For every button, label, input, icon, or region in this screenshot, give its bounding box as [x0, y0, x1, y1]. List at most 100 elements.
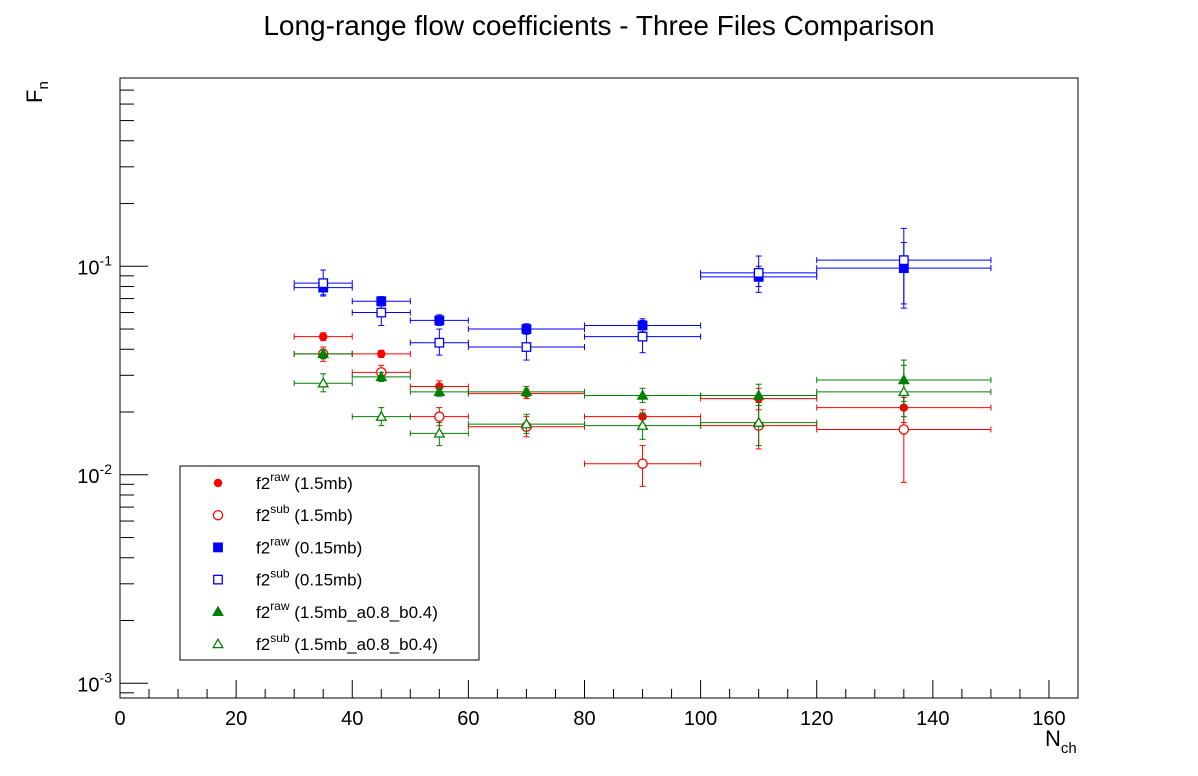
- data-marker: [434, 315, 445, 326]
- legend-label: f2raw (0.15mb): [256, 534, 362, 557]
- data-marker: [521, 324, 532, 334]
- data-point: [293, 269, 353, 297]
- x-axis: 0 20 40 60 80 100 120 140 160: [114, 680, 1079, 730]
- y-axis-label: Fn: [22, 81, 52, 103]
- legend-label-suffix: (0.15mb): [290, 538, 363, 557]
- legend-label-name: f2: [256, 506, 270, 525]
- data-point: [700, 383, 818, 406]
- data-marker: [898, 255, 909, 266]
- x-tick-label: 80: [573, 708, 595, 730]
- data-point: [351, 370, 411, 383]
- data-marker: [521, 342, 532, 352]
- data-point: [583, 319, 702, 354]
- data-point: [467, 385, 585, 397]
- data-point: [583, 445, 702, 487]
- legend-label-sup: raw: [270, 470, 290, 484]
- y-tick-label: 10-1: [77, 252, 112, 279]
- series-1: [293, 332, 992, 425]
- svg-text:Fn: Fn: [22, 81, 52, 103]
- data-point: [293, 373, 353, 393]
- legend: f2raw (1.5mb)f2sub (1.5mb)f2raw (0.15mb)…: [179, 465, 480, 661]
- data-marker: [433, 427, 446, 438]
- y-tick-exponent: -2: [100, 461, 113, 477]
- x-tick-label: 100: [684, 708, 717, 730]
- data-marker: [318, 332, 328, 341]
- data-point: [700, 255, 818, 293]
- plot-frame: [119, 77, 1079, 699]
- data-marker: [637, 458, 648, 469]
- data-series: [293, 227, 992, 487]
- legend-label-sup: raw: [270, 534, 290, 548]
- data-point: [351, 407, 411, 427]
- legend-label: f2sub (0.15mb): [256, 567, 362, 590]
- y-tick-base: 10: [77, 674, 99, 696]
- x-tick-label: 160: [1032, 708, 1065, 730]
- data-point: [409, 314, 469, 327]
- legend-marker: [213, 478, 223, 488]
- y-tick-base: 10: [77, 466, 99, 488]
- data-marker: [434, 411, 445, 422]
- legend-label-suffix: (0.15mb): [290, 571, 363, 590]
- legend-label-suffix: (1.5mb): [290, 474, 353, 493]
- data-point: [293, 332, 353, 342]
- legend-entry: f2raw (1.5mb): [213, 470, 353, 493]
- x-tick-label: 60: [457, 708, 479, 730]
- data-marker: [377, 349, 386, 359]
- y-tick-base: 10: [77, 257, 99, 279]
- y-tick-label: 10-3: [77, 669, 112, 696]
- data-marker: [317, 377, 330, 388]
- x-tick-label: 140: [916, 708, 949, 730]
- legend-marker: [212, 637, 224, 649]
- legend-label-suffix: (1.5mb_a0.8_b0.4): [290, 635, 438, 654]
- data-marker: [636, 419, 649, 430]
- data-point: [583, 412, 702, 440]
- data-point: [409, 422, 469, 447]
- data-marker: [636, 389, 649, 400]
- y-axis-label-main: F: [22, 90, 47, 103]
- x-axis-label-sub: ch: [1061, 740, 1077, 757]
- legend-marker: [213, 542, 223, 553]
- data-point: [467, 413, 585, 434]
- x-axis-label-main: N: [1045, 726, 1061, 751]
- data-marker: [375, 410, 388, 421]
- x-tick-label: 40: [341, 708, 363, 730]
- legend-label: f2sub (1.5mb): [256, 502, 353, 525]
- legend-label-name: f2: [256, 474, 270, 493]
- legend-marker: [212, 509, 224, 521]
- data-marker: [520, 418, 533, 429]
- data-point: [351, 299, 411, 327]
- data-marker: [375, 370, 388, 382]
- chart-title: Long-range flow coefficients - Three Fil…: [263, 10, 934, 41]
- data-marker: [637, 331, 648, 342]
- legend-entry: f2sub (0.15mb): [213, 567, 362, 590]
- y-tick-label: 10-2: [77, 461, 112, 488]
- data-point: [816, 227, 992, 305]
- data-marker: [752, 416, 765, 427]
- data-marker: [520, 385, 533, 397]
- legend-entry: f2raw (0.15mb): [213, 534, 362, 557]
- legend-label-name: f2: [256, 538, 270, 557]
- data-point: [816, 364, 992, 418]
- legend-label-sup: raw: [270, 599, 290, 613]
- data-marker: [318, 278, 329, 289]
- x-tick-label: 0: [114, 708, 125, 730]
- data-marker: [753, 267, 764, 278]
- data-marker: [434, 337, 445, 348]
- x-tick-label: 20: [225, 708, 247, 730]
- data-point: [293, 347, 353, 360]
- data-marker: [433, 385, 446, 397]
- legend-label: f2raw (1.5mb): [256, 470, 353, 493]
- legend-label-sup: sub: [270, 502, 290, 516]
- legend-marker: [212, 605, 224, 617]
- y-axis-label-sub: n: [35, 81, 52, 89]
- legend-box: [179, 465, 480, 661]
- x-axis-label: Nch: [1045, 726, 1077, 757]
- legend-label-name: f2: [256, 571, 270, 590]
- legend-entry: f2sub (1.5mb): [212, 502, 353, 525]
- legend-label-suffix: (1.5mb): [290, 506, 353, 525]
- data-point: [700, 398, 818, 447]
- legend-label-sup: sub: [270, 631, 290, 645]
- legend-entry: f2raw (1.5mb_a0.8_b0.4): [212, 599, 438, 622]
- data-marker: [376, 307, 387, 318]
